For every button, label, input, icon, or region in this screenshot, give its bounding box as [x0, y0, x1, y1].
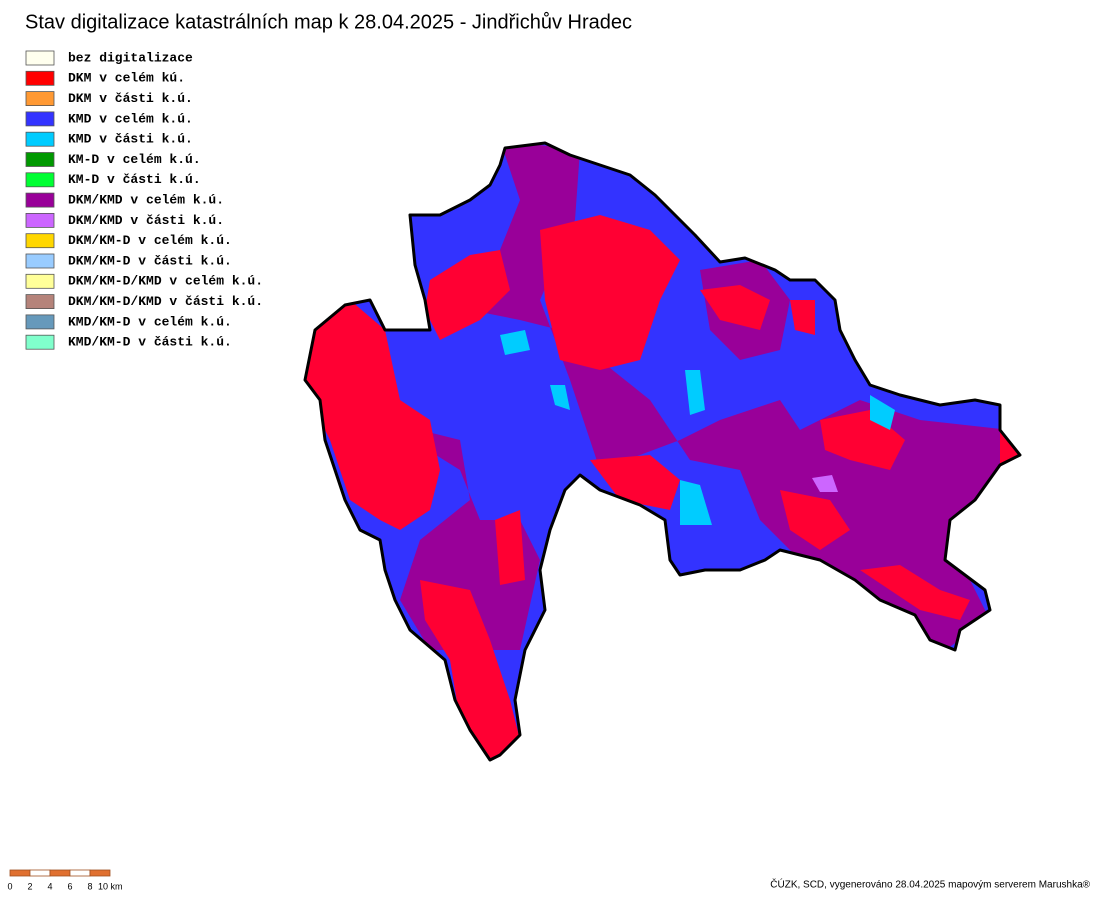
legend-label: KMD/KM-D v celém k.ú. [68, 314, 232, 329]
legend-swatch [25, 334, 55, 350]
area-dkm-kmd-part [812, 475, 838, 492]
legend-swatch [25, 212, 55, 228]
scale-segment [69, 869, 91, 877]
legend-swatch [25, 273, 55, 289]
legend-label: KMD v části k.ú. [68, 132, 193, 147]
area-kmd-part [680, 480, 712, 525]
area-dkm [780, 490, 850, 550]
legend-label: DKM/KM-D/KMD v celém k.ú. [68, 274, 263, 289]
scale-label: 6 [67, 881, 72, 891]
footer-credit: ČÚZK, SCD, vygenerováno 28.04.2025 mapov… [770, 878, 1090, 891]
scale-segment [89, 869, 111, 877]
area-dkm [860, 565, 970, 620]
legend-label: DKM/KM-D/KMD v části k.ú. [68, 294, 263, 309]
legend-swatch [25, 111, 55, 127]
legend: bez digitalizace DKM v celém kú. DKM v čás… [25, 50, 263, 350]
scale-segment [9, 869, 31, 877]
scale-bar: 0 2 4 6 8 10 km [7, 869, 123, 891]
area-dkm [700, 285, 770, 330]
legend-swatch [25, 192, 55, 208]
area-dkm [495, 510, 525, 585]
area-dkm-kmd [380, 420, 540, 650]
scale-label: 4 [47, 881, 52, 891]
scale-segment [49, 869, 71, 877]
area-dkm [420, 580, 520, 760]
legend-swatch [25, 172, 55, 188]
scale-segment [29, 869, 51, 877]
map-areas [305, 143, 1020, 760]
district-border [303, 141, 1022, 762]
legend-label: DKM v celém kú. [68, 71, 185, 86]
legend-swatch [25, 294, 55, 310]
legend-label: DKM/KMD v celém k.ú. [68, 193, 224, 208]
area-dkm [425, 250, 510, 340]
area-kmd-part [550, 385, 570, 410]
legend-swatch [25, 131, 55, 147]
scale-label: 8 [87, 881, 92, 891]
legend-swatch [25, 233, 55, 249]
area-dkm [305, 300, 440, 530]
legend-swatch [25, 152, 55, 167]
scale-label: 2 [27, 881, 32, 891]
legend-label: KM-D v celém k.ú. [68, 152, 201, 167]
scale-label: 0 [7, 881, 12, 891]
legend-swatch [25, 91, 55, 106]
legend-swatch [25, 70, 55, 86]
legend-label: DKM v části k.ú. [68, 91, 193, 106]
area-dkm [590, 455, 680, 510]
legend-label: DKM/KMD v části k.ú. [68, 213, 224, 228]
area-kmd-part [870, 395, 895, 430]
area-dkm [540, 215, 680, 370]
legend-label: KM-D v části k.ú. [68, 172, 201, 187]
scale-label: 10 km [98, 881, 123, 891]
map-title: Stav digitalizace katastrálních map k 28… [25, 11, 632, 33]
area-kmd-part [500, 330, 530, 355]
area-dkm-kmd [470, 143, 1010, 660]
legend-label: KMD v celém k.ú. [68, 111, 193, 126]
legend-swatch [25, 253, 55, 269]
legend-label: KMD/KM-D v části k.ú. [68, 335, 232, 350]
legend-label: DKM/KM-D v celém k.ú. [68, 233, 232, 248]
legend-swatch [25, 50, 55, 66]
area-dkm [790, 300, 815, 335]
legend-label: DKM/KM-D v části k.ú. [68, 253, 232, 268]
area-kmd-part [685, 370, 705, 415]
legend-swatch [25, 314, 55, 330]
legend-label: bez digitalizace [68, 50, 193, 65]
